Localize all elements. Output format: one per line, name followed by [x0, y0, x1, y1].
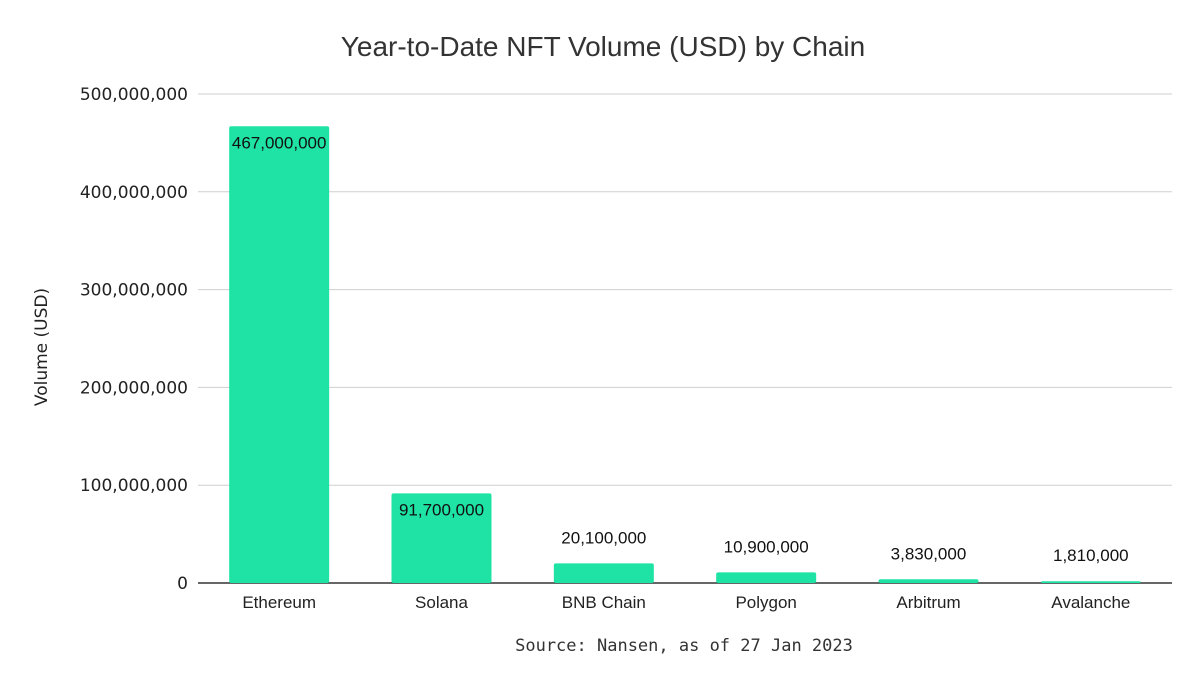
y-tick-label: 100,000,000 — [80, 476, 188, 496]
y-tick-label: 400,000,000 — [80, 183, 188, 203]
data-label: 3,830,000 — [891, 544, 967, 563]
bar-arbitrum — [878, 579, 979, 583]
y-tick-label: 500,000,000 — [80, 85, 188, 105]
data-label: 20,100,000 — [561, 528, 646, 547]
category-label: Arbitrum — [896, 593, 960, 612]
y-tick-label: 200,000,000 — [80, 378, 188, 398]
category-label: Avalanche — [1051, 593, 1130, 612]
chart-title: Year-to-Date NFT Volume (USD) by Chain — [341, 31, 865, 62]
bar-polygon — [716, 572, 817, 583]
source-note: Source: Nansen, as of 27 Jan 2023 — [515, 636, 853, 656]
bar-bnb-chain — [553, 563, 654, 583]
gridlines — [198, 93, 1172, 584]
y-tick-label: 0 — [177, 574, 188, 594]
category-label: BNB Chain — [562, 593, 646, 612]
y-axis-ticks: 0 100,000,000 200,000,000 300,000,000 400,00… — [80, 85, 188, 594]
bar-solana — [391, 493, 492, 583]
category-label: Solana — [415, 593, 468, 612]
category-label: Polygon — [735, 593, 796, 612]
y-axis-title: Volume (USD) — [32, 288, 52, 406]
bar-avalanche — [1040, 581, 1141, 583]
x-axis-categories: Ethereum Solana BNB Chain Polygon Arbitrum Av… — [242, 593, 1130, 612]
y-tick-label: 300,000,000 — [80, 281, 188, 301]
data-labels: 467,000,000 91,700,000 20,100,000 10,900,00… — [232, 133, 1129, 565]
data-label: 1,810,000 — [1053, 546, 1129, 565]
data-label: 10,900,000 — [724, 537, 809, 556]
category-label: Ethereum — [242, 593, 316, 612]
data-label: 467,000,000 — [232, 133, 327, 152]
bars — [229, 126, 1141, 584]
bar-ethereum — [229, 126, 330, 584]
data-label: 91,700,000 — [399, 500, 484, 519]
